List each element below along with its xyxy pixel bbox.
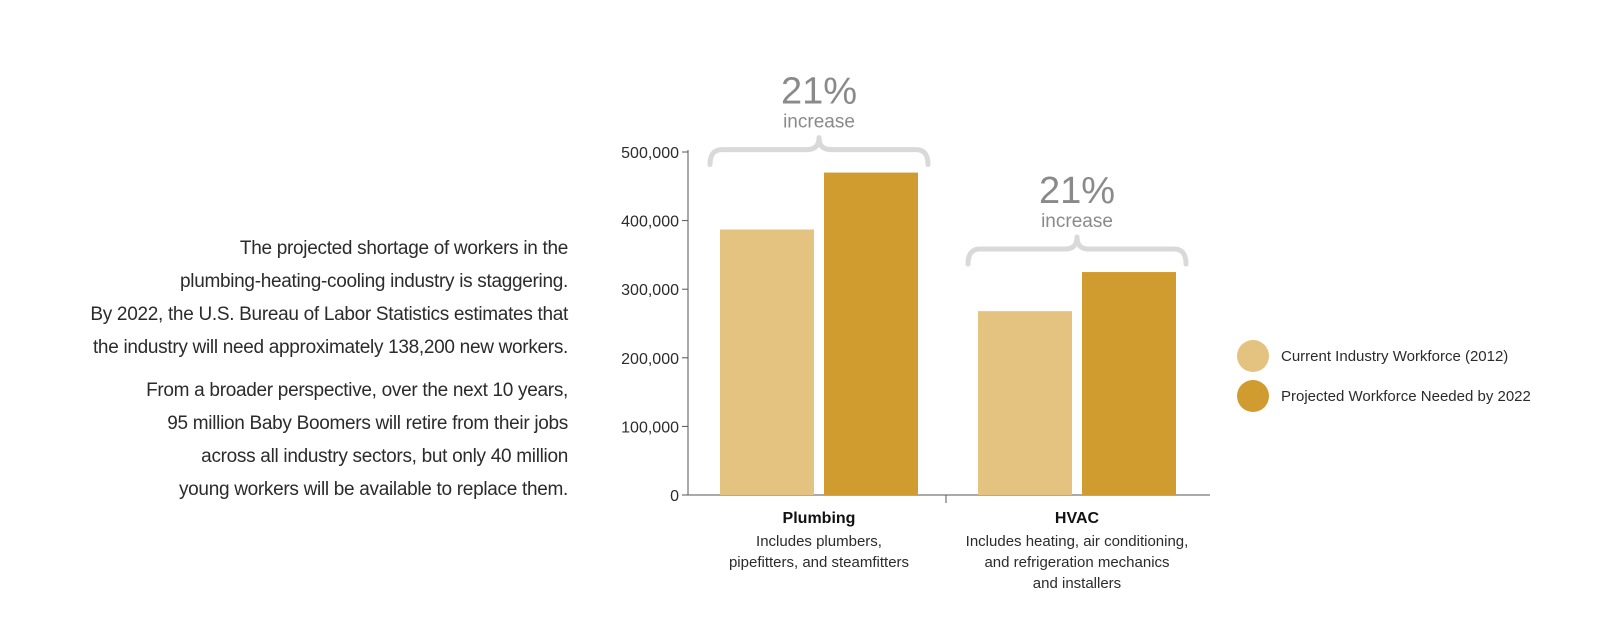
category-labels: Plumbing Includes plumbers, pipefitters, a… [729,510,1188,592]
bar [1082,272,1176,495]
bar [824,172,918,495]
intro-line: 95 million Baby Boomers will retire from… [167,413,568,434]
legend-label: Current Industry Workforce (2012) [1281,348,1508,365]
intro-text: The projected shortage of workers in the… [20,232,568,506]
category-description: and installers [1033,575,1121,592]
intro-paragraph-2: From a broader perspective, over the nex… [20,374,568,506]
intro-line: across all industry sectors, but only 40… [201,446,568,467]
bar [720,229,814,495]
curly-brace [707,135,931,168]
legend-swatch [1237,340,1269,372]
y-tick-label: 500,000 [621,145,679,162]
chart-bars [720,172,1176,495]
increase-label: increase [1041,211,1113,232]
bar [978,311,1072,495]
y-tick-label: 200,000 [621,351,679,368]
intro-paragraph-1: The projected shortage of workers in the… [20,232,568,364]
increase-percent: 21% [1039,170,1115,212]
intro-line: The projected shortage of workers in the [239,238,568,259]
category-description: Includes plumbers, [756,533,882,550]
curly-brace [965,234,1189,267]
y-tick-label: 0 [670,488,679,505]
chart-legend: Current Industry Workforce (2012) Project… [1237,340,1531,412]
intro-line: plumbing-heating-cooling industry is sta… [180,271,568,292]
intro-line: From a broader perspective, over the nex… [146,380,568,401]
chart-axes: 0 100,000 200,000 300,000 400,000 500,000 [621,145,1210,505]
category-name: HVAC [1055,510,1100,527]
y-tick-label: 400,000 [621,214,679,231]
intro-line: By 2022, the U.S. Bureau of Labor Statis… [90,304,568,325]
legend-label: Projected Workforce Needed by 2022 [1281,388,1531,405]
intro-line: the industry will need approximately 138… [92,337,568,358]
y-tick-label: 300,000 [621,282,679,299]
category-description: pipefitters, and steamfitters [729,554,909,571]
category-name: Plumbing [783,510,856,527]
intro-line: young workers will be available to repla… [178,479,568,500]
increase-label: increase [783,112,855,133]
category-description: and refrigeration mechanics [984,554,1169,571]
category-description: Includes heating, air conditioning, [966,533,1189,550]
legend-swatch [1237,380,1269,412]
increase-percent: 21% [781,71,857,113]
y-tick-label: 100,000 [621,419,679,436]
